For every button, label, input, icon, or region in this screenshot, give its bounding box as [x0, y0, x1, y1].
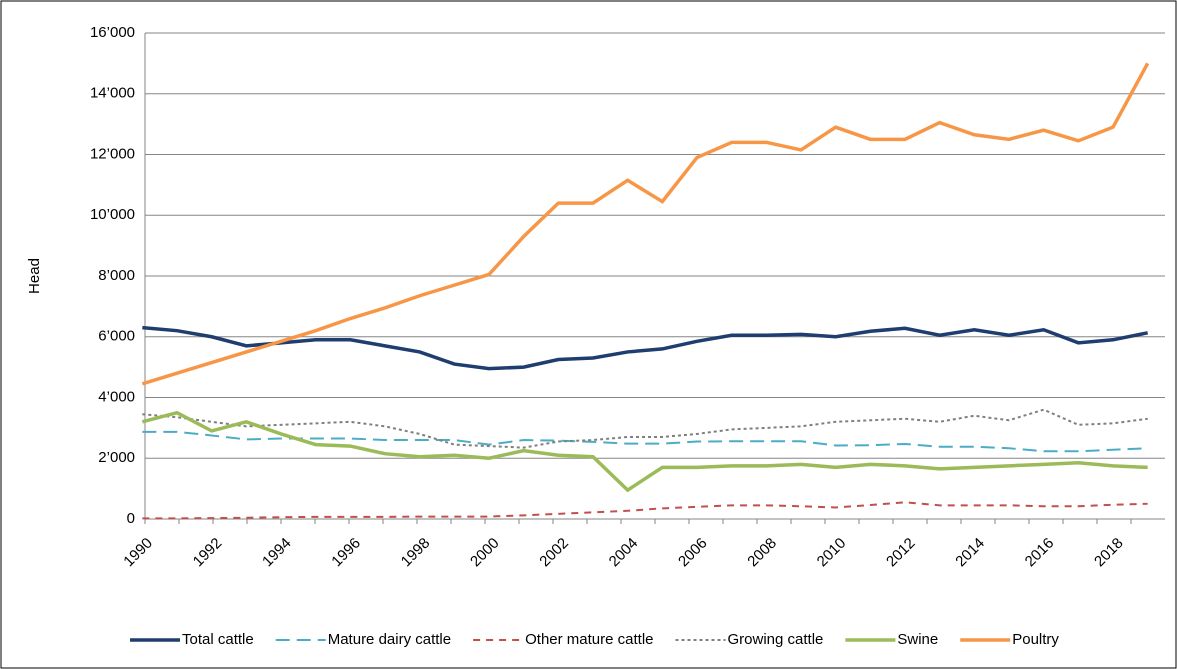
series-line [142, 325, 1149, 371]
x-tick-label: 2016 [1022, 535, 1058, 571]
x-tick-label: 2008 [744, 535, 780, 571]
y-tick-label: 8’000 [98, 267, 135, 284]
series-line [141, 410, 1148, 493]
legend-label: Total cattle [182, 631, 254, 648]
x-tick-label: 2002 [536, 535, 572, 571]
x-tick-label: 2006 [675, 535, 711, 571]
x-tick-label: 2018 [1091, 535, 1127, 571]
x-tick-label: 2000 [467, 535, 503, 571]
x-tick-label: 1996 [328, 535, 364, 571]
y-tick-label: 0 [127, 510, 135, 527]
y-axis-label: Head [26, 258, 43, 294]
x-tick-label: 2014 [952, 535, 988, 571]
legend-label: Mature dairy cattle [328, 631, 451, 648]
series-line [142, 408, 1148, 449]
series-line [142, 501, 1148, 520]
y-tick-label: 14’000 [90, 85, 135, 102]
legend-label: Poultry [1012, 631, 1059, 648]
y-tick-label: 12’000 [90, 145, 135, 162]
x-tick-label: 2004 [606, 535, 642, 571]
x-tick-label: 1994 [259, 535, 295, 571]
y-tick-label: 2’000 [98, 449, 135, 466]
x-tick-label: 1998 [398, 535, 434, 571]
legend-label: Swine [897, 631, 938, 648]
y-tick-label: 6’000 [98, 328, 135, 345]
legend-label: Growing cattle [728, 631, 824, 648]
x-tick-label: 1990 [120, 535, 156, 571]
series-line [142, 430, 1148, 453]
x-tick-label: 2010 [814, 535, 850, 571]
x-tick-label: 1992 [190, 535, 226, 571]
y-tick-label: 4’000 [98, 388, 135, 405]
y-tick-label: 16’000 [90, 24, 135, 41]
legend-label: Other mature cattle [525, 631, 653, 648]
x-tick-label: 2012 [883, 535, 919, 571]
y-tick-label: 10’000 [90, 206, 135, 223]
series-line [141, 62, 1150, 386]
